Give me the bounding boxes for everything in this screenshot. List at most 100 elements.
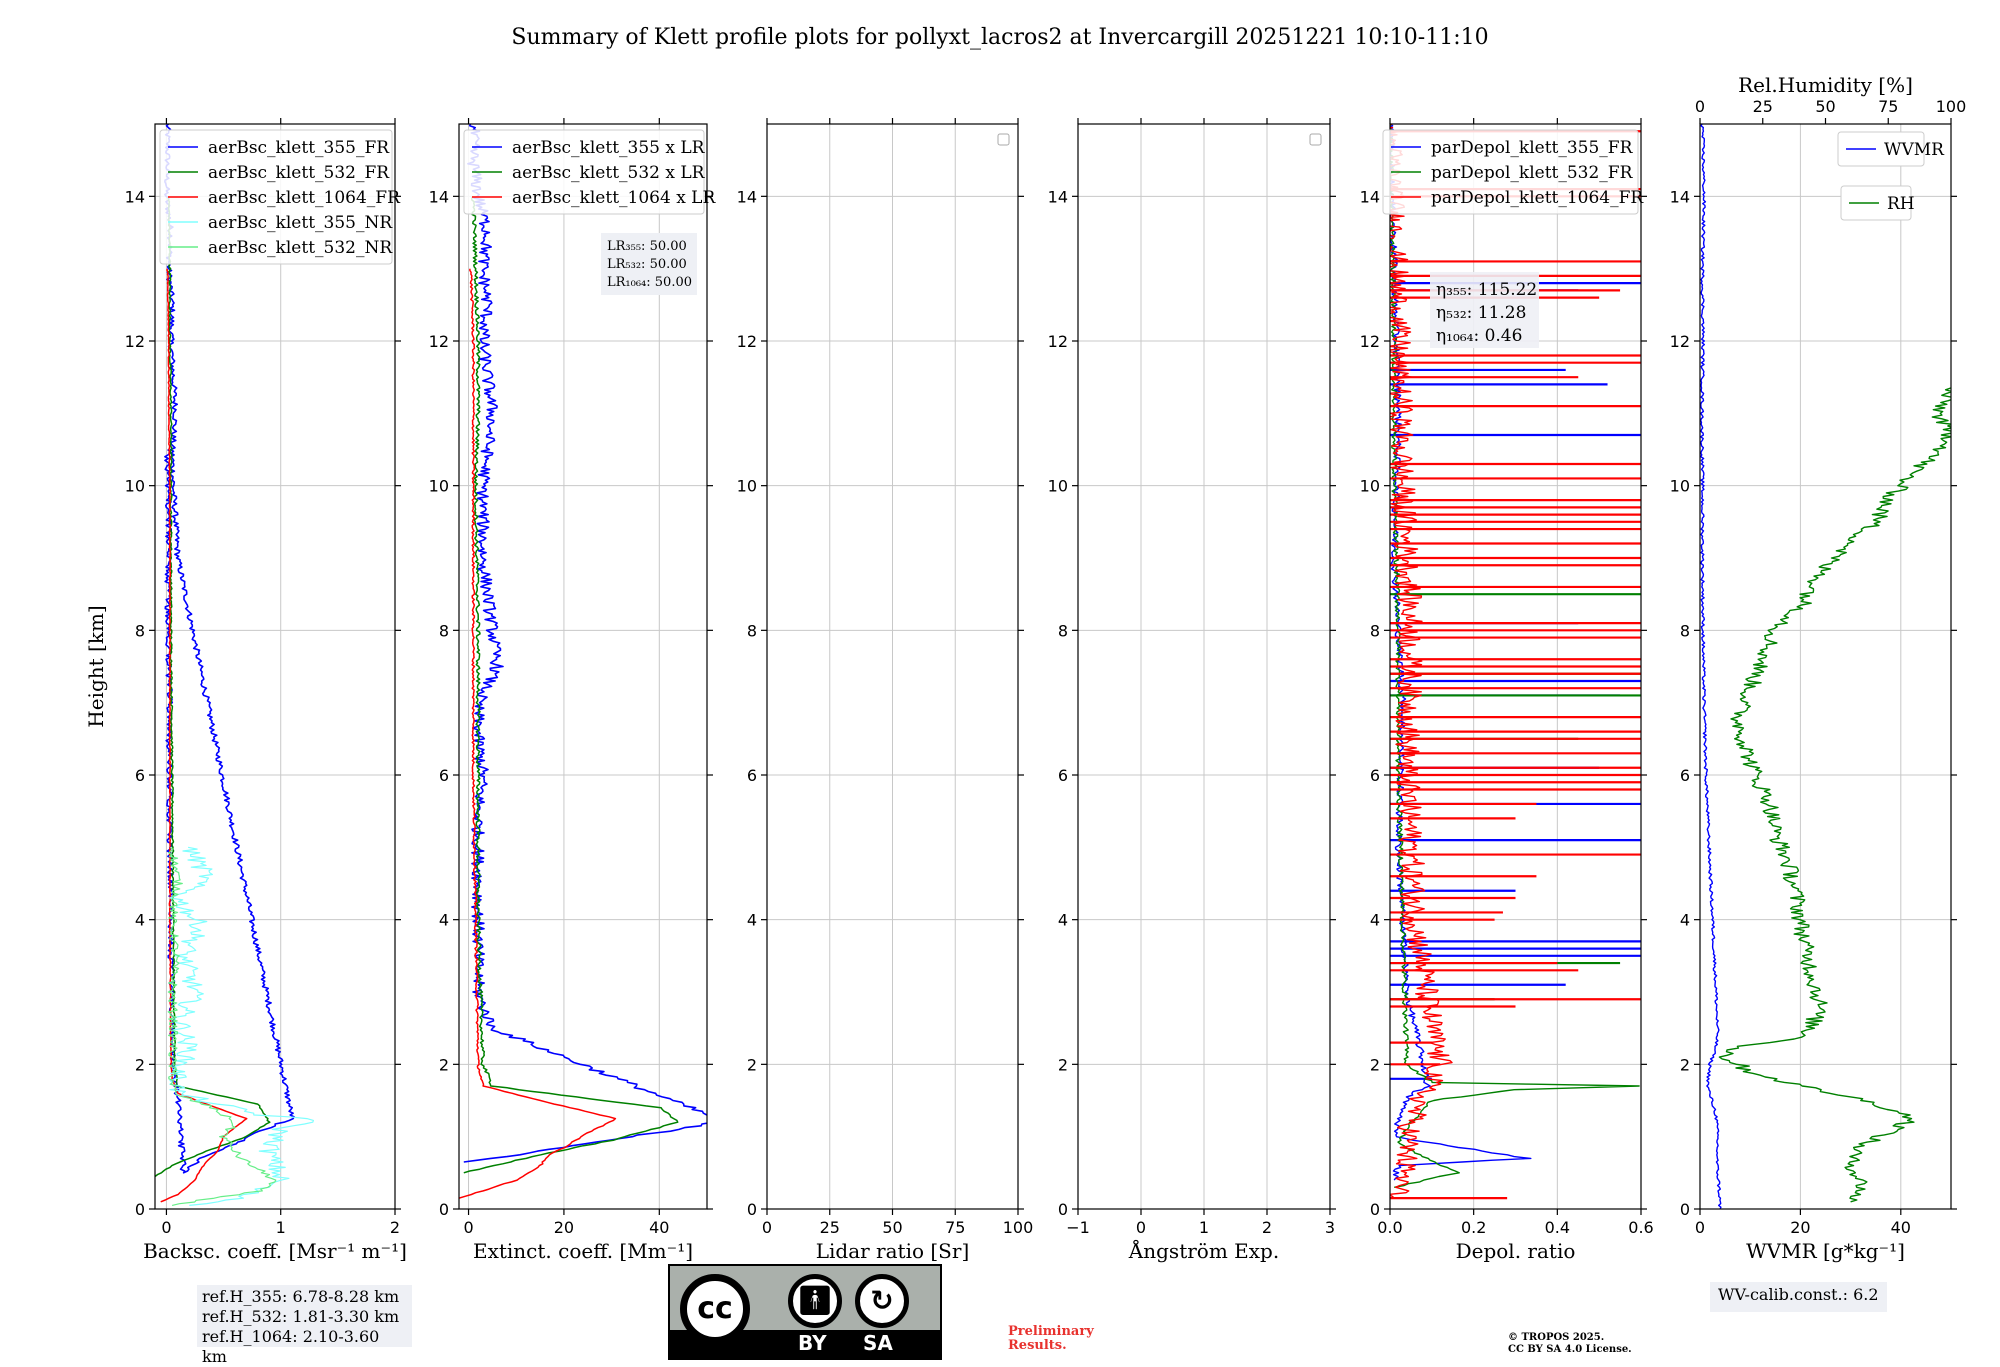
series-group xyxy=(459,124,707,1199)
reference-height-box: ref.H_355: 6.78-8.28 km ref.H_532: 1.81-… xyxy=(197,1285,412,1366)
copyright-note: © TROPOS 2025. CC BY SA 4.0 License. xyxy=(1508,1332,1632,1356)
refh-1064: ref.H_1064: 2.10-3.60 km xyxy=(202,1327,380,1366)
y-tick-label: 14 xyxy=(1048,187,1068,206)
legend-label: aerBsc_klett_1064 x LR xyxy=(512,188,716,208)
panel-6 xyxy=(1694,118,1957,1215)
top-tick-label: 25 xyxy=(1753,97,1773,116)
y-tick-label: 14 xyxy=(125,187,145,206)
y-tick-label: 0 xyxy=(1680,1200,1690,1219)
y-tick-label: 4 xyxy=(439,911,449,930)
x-tick-label: 40 xyxy=(1891,1218,1911,1237)
x-tick-label: 0.6 xyxy=(1628,1218,1653,1237)
x-tick-label: 0.4 xyxy=(1545,1218,1570,1237)
preliminary-note: Preliminary Results. xyxy=(1008,1325,1128,1353)
legend-label: aerBsc_klett_355_NR xyxy=(208,213,393,233)
panel-frame xyxy=(458,123,708,1210)
eta-annotation-line: η₁₀₆₄: 0.46 xyxy=(1436,326,1522,346)
y-tick-label: 10 xyxy=(1360,477,1380,496)
y-tick-label: 10 xyxy=(1670,477,1690,496)
legend-label: aerBsc_klett_532_FR xyxy=(208,163,390,183)
legend-label: parDepol_klett_1064_FR xyxy=(1431,188,1644,208)
x-tick-label: 1 xyxy=(276,1218,286,1237)
legend-label: aerBsc_klett_1064_FR xyxy=(208,188,401,208)
legend-box xyxy=(159,129,393,265)
eta-annotation-box xyxy=(1430,272,1539,348)
top-tick-label: 75 xyxy=(1878,97,1898,116)
y-tick-label: 6 xyxy=(439,766,449,785)
series-line-aerBsc_klett_1064 x LR xyxy=(459,268,617,1199)
x-tick-label: 40 xyxy=(649,1218,669,1237)
y-tick-label: 12 xyxy=(1670,332,1690,351)
y-tick-label: 0 xyxy=(439,1200,449,1219)
cc-sa-label: SA xyxy=(863,1331,893,1355)
y-tick-label: 8 xyxy=(1058,621,1068,640)
preliminary-line1: Preliminary xyxy=(1008,1324,1094,1339)
x-tick-label: 1 xyxy=(1199,1218,1209,1237)
series-line-aerBsc_klett_532_NR xyxy=(167,846,277,1206)
x-tick-label: 0 xyxy=(1695,1218,1705,1237)
x-tick-label: 0 xyxy=(1136,1218,1146,1237)
series-group xyxy=(1390,124,1641,1200)
series-group xyxy=(1700,124,1951,1209)
preliminary-line2: Results. xyxy=(1008,1338,1067,1353)
x-axis-label: Lidar ratio [Sr] xyxy=(816,1239,970,1263)
y-tick-label: 14 xyxy=(737,187,757,206)
x-tick-label: 25 xyxy=(820,1218,840,1237)
y-tick-label: 0 xyxy=(747,1200,757,1219)
legend-box xyxy=(1382,129,1639,215)
series-line-WVMR xyxy=(1700,124,1722,1209)
wv-calibration-box: WV-calib.const.: 6.2 xyxy=(1710,1282,1887,1312)
y-tick-label: 2 xyxy=(1058,1055,1068,1074)
panel-1 xyxy=(149,118,401,1215)
legend-label: aerBsc_klett_355_FR xyxy=(208,138,390,158)
y-tick-label: 6 xyxy=(747,766,757,785)
legend-label: parDepol_klett_355_FR xyxy=(1431,138,1634,158)
refh-532: ref.H_532: 1.81-3.30 km xyxy=(202,1307,400,1326)
y-tick-label: 10 xyxy=(1048,477,1068,496)
panel-frame xyxy=(154,123,396,1210)
panel-4 xyxy=(1072,118,1336,1215)
x-tick-label: 50 xyxy=(882,1218,902,1237)
x-tick-label: 0 xyxy=(161,1218,171,1237)
y-tick-label: 10 xyxy=(125,477,145,496)
cc-logo-icon: cc xyxy=(680,1274,750,1344)
legend-label: parDepol_klett_532_FR xyxy=(1431,163,1634,183)
y-tick-label: 2 xyxy=(135,1055,145,1074)
y-tick-label: 14 xyxy=(1360,187,1380,206)
copyright-line2: CC BY SA 4.0 License. xyxy=(1508,1344,1632,1355)
y-tick-label: 10 xyxy=(737,477,757,496)
y-tick-label: 8 xyxy=(747,621,757,640)
eta-annotation-line: η₅₃₂: 11.28 xyxy=(1436,303,1526,323)
x-tick-label: 0 xyxy=(762,1218,772,1237)
legend-label: aerBsc_klett_532 x LR xyxy=(512,163,706,183)
y-tick-label: 6 xyxy=(1680,766,1690,785)
attribution-icon: 🚹︎ xyxy=(788,1274,842,1328)
panel-5 xyxy=(1382,118,1647,1215)
y-tick-label: 8 xyxy=(1680,621,1690,640)
lr-annotation-box xyxy=(601,233,697,295)
y-tick-label: 8 xyxy=(1370,621,1380,640)
y-tick-label: 12 xyxy=(737,332,757,351)
y-axis-label: Height [km] xyxy=(84,605,108,727)
x-tick-label: 75 xyxy=(945,1218,965,1237)
x-axis-label: Backsc. coeff. [Msr⁻¹ m⁻¹] xyxy=(143,1239,407,1263)
refh-355: ref.H_355: 6.78-8.28 km xyxy=(202,1287,400,1306)
series-line-aerBsc_klett_355_NR xyxy=(169,846,314,1206)
top-tick-label: 100 xyxy=(1936,97,1967,116)
legend-box xyxy=(463,129,705,215)
y-tick-label: 10 xyxy=(429,477,449,496)
y-tick-label: 2 xyxy=(1680,1055,1690,1074)
series-group xyxy=(155,124,314,1206)
empty-legend-marker xyxy=(997,133,1010,146)
x-tick-label: 20 xyxy=(1790,1218,1810,1237)
x-axis-label: Depol. ratio xyxy=(1456,1239,1576,1263)
lr-annotation-line: LR₃₅₅: 50.00 xyxy=(607,239,687,254)
series-line-aerBsc_klett_532 x LR xyxy=(463,195,679,1174)
top-tick-label: 0 xyxy=(1695,97,1705,116)
y-tick-label: 4 xyxy=(1370,911,1380,930)
top-axis-label: Rel.Humidity [%] xyxy=(1738,73,1913,97)
y-tick-label: 12 xyxy=(1360,332,1380,351)
y-tick-label: 8 xyxy=(135,621,145,640)
eta-annotation-line: η₃₅₅: 115.22 xyxy=(1436,280,1537,300)
series-line-RH xyxy=(1718,386,1951,1203)
